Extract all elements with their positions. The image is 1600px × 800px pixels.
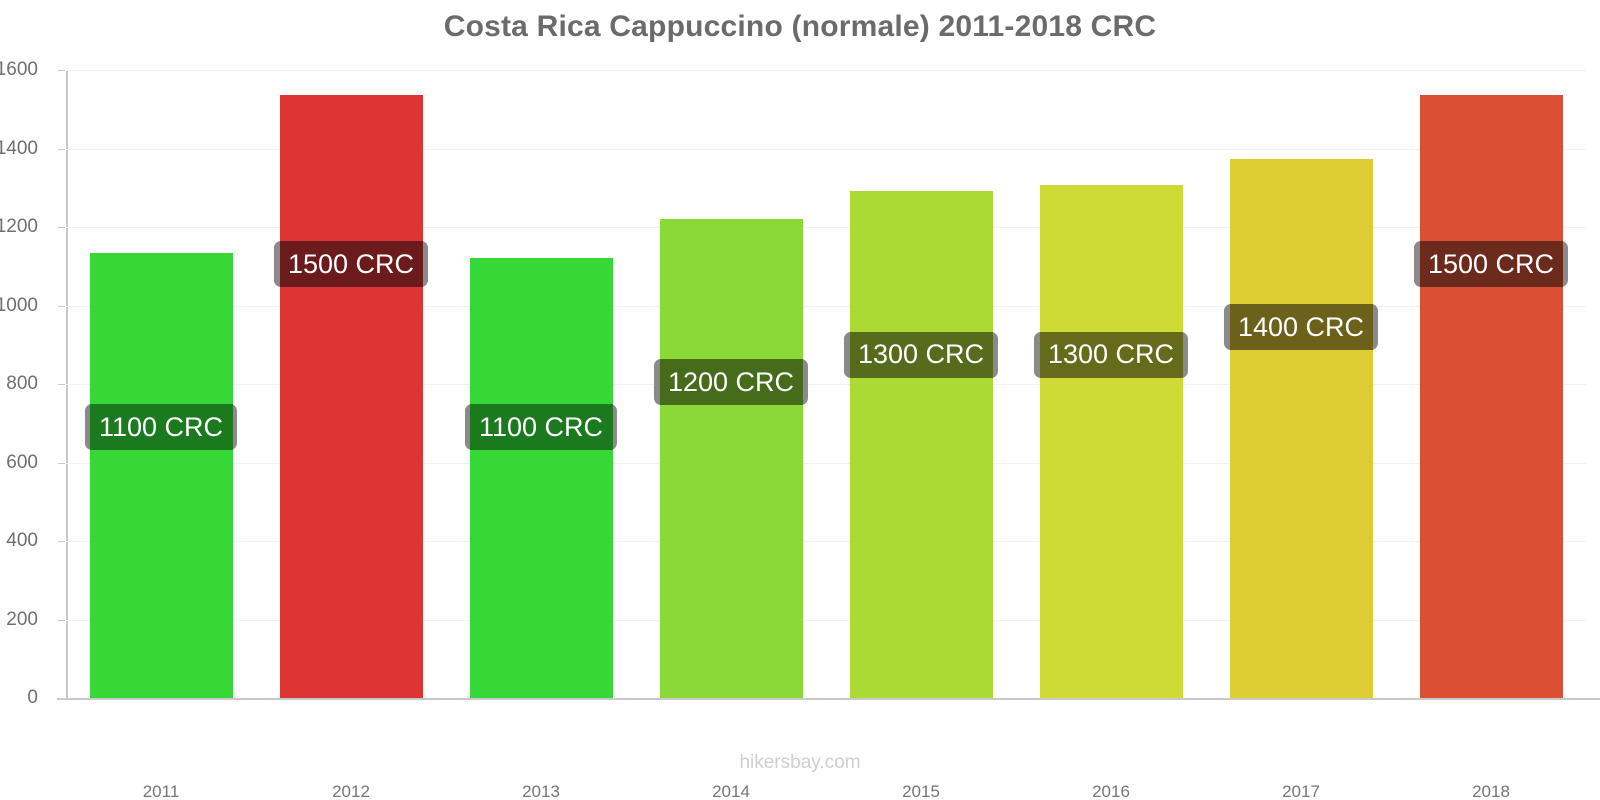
bar-label-2013: 1100 CRC bbox=[464, 404, 618, 451]
y-axis-tick-label: 800 bbox=[6, 373, 38, 394]
x-axis-tick-label-2014: 2014 bbox=[712, 782, 750, 800]
gridline bbox=[66, 148, 1586, 150]
bar-label-text: 1500 CRC bbox=[1427, 248, 1555, 279]
x-axis-tick-label-2012: 2012 bbox=[332, 782, 370, 800]
y-axis-tick-label: 1200 bbox=[0, 216, 38, 237]
label-band bbox=[1229, 304, 1373, 351]
gridline bbox=[66, 305, 1586, 307]
footer-attribution: hikersbay.com bbox=[739, 752, 861, 773]
label-band bbox=[1039, 331, 1183, 378]
bar-label-text: 1100 CRC bbox=[478, 411, 604, 442]
gridline bbox=[66, 619, 1586, 621]
bar-2014[interactable] bbox=[659, 219, 803, 698]
y-axis-tick-label: 1000 bbox=[0, 294, 38, 316]
label-band bbox=[849, 331, 993, 378]
bar-2011[interactable] bbox=[89, 253, 233, 698]
bar-label-2012: 1500 CRC bbox=[273, 241, 429, 288]
label-band bbox=[469, 404, 613, 451]
y-axis-tick-label: 400 bbox=[6, 530, 38, 551]
bar-2017[interactable] bbox=[1229, 159, 1373, 698]
y-axis-tick-label: 1400 bbox=[0, 137, 38, 159]
x-axis-tick-label-2016: 2016 bbox=[1092, 782, 1130, 800]
bar-label-2014: 1200 CRC bbox=[653, 359, 809, 406]
bar-label-text: 1500 CRC bbox=[287, 248, 415, 279]
y-axis-tick-mark bbox=[58, 70, 65, 71]
gridline bbox=[66, 227, 1586, 228]
bar-label-text: 1400 CRC bbox=[1237, 311, 1365, 342]
bar-label-text: 1200 CRC bbox=[667, 366, 795, 397]
plot-area: 0 200 400 600 800 1000 1200 1400 1600 2011 2012 20… bbox=[0, 59, 1586, 800]
label-band bbox=[659, 359, 803, 406]
bar-label-2011: 1100 CRC bbox=[84, 404, 238, 451]
y-axis-tick-mark bbox=[58, 305, 65, 307]
gridline bbox=[66, 462, 1586, 464]
bar-label-2018: 1500 CRC bbox=[1413, 241, 1569, 288]
bar-label-text: 1300 CRC bbox=[1047, 339, 1175, 370]
bar-2012[interactable] bbox=[279, 95, 423, 698]
x-axis-tick-label-2013: 2013 bbox=[522, 782, 560, 800]
y-axis-tick-label: 1600 bbox=[0, 59, 38, 80]
bar-label-2015: 1300 CRC bbox=[843, 331, 999, 378]
x-axis-tick-label-2011: 2011 bbox=[142, 782, 180, 800]
x-axis-line bbox=[57, 698, 1600, 700]
gridline bbox=[66, 70, 1586, 71]
bar-label-2016: 1300 CRC bbox=[1033, 331, 1189, 378]
x-axis-tick-label-2015: 2015 bbox=[902, 782, 940, 800]
label-band bbox=[1419, 241, 1563, 288]
y-axis-tick-mark bbox=[58, 541, 65, 542]
y-axis-tick-mark bbox=[58, 619, 65, 621]
bar-2013[interactable] bbox=[469, 258, 613, 698]
bar-label-text: 1300 CRC bbox=[857, 339, 985, 370]
y-axis-tick-label: 600 bbox=[6, 451, 38, 473]
y-axis-tick-mark bbox=[58, 227, 65, 228]
y-axis-tick-mark bbox=[58, 698, 65, 699]
y-axis-tick-label: 0 bbox=[27, 687, 38, 708]
gridline bbox=[66, 384, 1586, 385]
y-axis-tick-label: 200 bbox=[6, 608, 38, 630]
bar-label-2017: 1400 CRC bbox=[1223, 304, 1379, 351]
bar-2015[interactable] bbox=[849, 191, 993, 698]
x-axis-tick-label-2018: 2018 bbox=[1472, 782, 1510, 800]
bar-2016[interactable] bbox=[1039, 184, 1183, 698]
x-axis-tick-label-2017: 2017 bbox=[1282, 782, 1320, 800]
label-band bbox=[89, 404, 233, 451]
bar-2018[interactable] bbox=[1419, 95, 1563, 698]
chart-title: Costa Rica Cappuccino (normale) 2011-201… bbox=[443, 10, 1157, 43]
gridline bbox=[66, 541, 1586, 542]
y-axis-tick-mark bbox=[58, 384, 65, 385]
label-band bbox=[279, 241, 423, 288]
y-axis-tick-mark bbox=[58, 462, 65, 464]
bar-label-text: 1100 CRC bbox=[98, 411, 224, 442]
y-axis-tick-mark bbox=[58, 148, 65, 150]
